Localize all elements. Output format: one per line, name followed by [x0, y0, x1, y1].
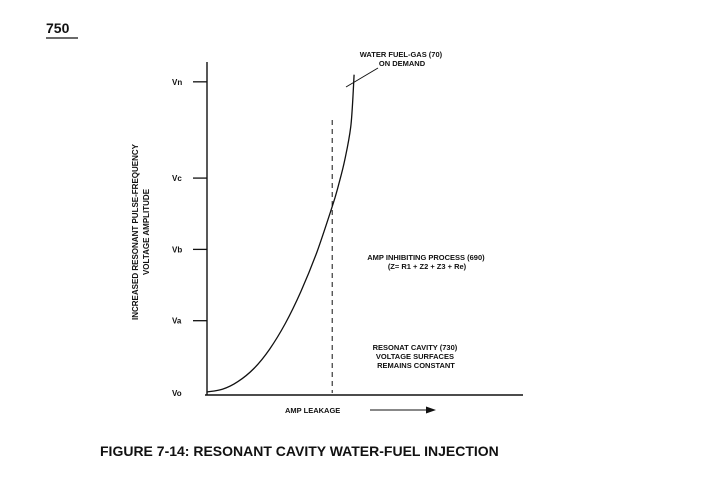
annotation-resonant-cavity-line-3: REMAINS CONSTANT	[377, 361, 455, 370]
annotation-water-fuel-gas-line-1: WATER FUEL-GAS (70)	[360, 50, 443, 59]
annotation-amp-inhibiting: AMP INHIBITING PROCESS (690) (Z= R1 + Z2…	[367, 253, 486, 271]
y-tick-label-vn: Vn	[172, 78, 182, 87]
annotation-resonant-cavity-line-2: VOLTAGE SURFACES	[376, 352, 454, 361]
figure-number: 750	[46, 20, 70, 36]
annotation-resonant-cavity-line-1: RESONAT CAVITY (730)	[373, 343, 458, 352]
y-axis-title-line-2: VOLTAGE AMPLITUDE	[142, 188, 151, 275]
annotation-water-fuel-gas-line-2: ON DEMAND	[379, 59, 426, 68]
y-tick-label-vb: Vb	[172, 245, 182, 254]
y-ticks: Vo Va Vb Vc Vn	[172, 78, 207, 398]
annotation-amp-inhibiting-line-2: (Z= R1 + Z2 + Z3 + Re)	[388, 262, 467, 271]
y-axis-title-line-1: INCREASED RESONANT PULSE-FREQUENCY	[131, 143, 140, 320]
annotation-resonant-cavity: RESONAT CAVITY (730) VOLTAGE SURFACES RE…	[373, 343, 460, 370]
y-tick-label-vo: Vo	[172, 389, 182, 398]
y-tick-label-vc: Vc	[172, 174, 182, 183]
x-axis-arrow-head	[426, 406, 436, 414]
annotation-leader-line	[345, 67, 379, 88]
annotation-water-fuel-gas: WATER FUEL-GAS (70) ON DEMAND	[360, 50, 444, 68]
annotation-amp-inhibiting-line-1: AMP INHIBITING PROCESS (690)	[367, 253, 485, 262]
y-tick-label-va: Va	[172, 317, 182, 326]
voltage-curve	[206, 74, 355, 393]
figure-caption: FIGURE 7-14: RESONANT CAVITY WATER-FUEL …	[100, 443, 499, 459]
x-axis-title: AMP LEAKAGE	[285, 406, 340, 415]
